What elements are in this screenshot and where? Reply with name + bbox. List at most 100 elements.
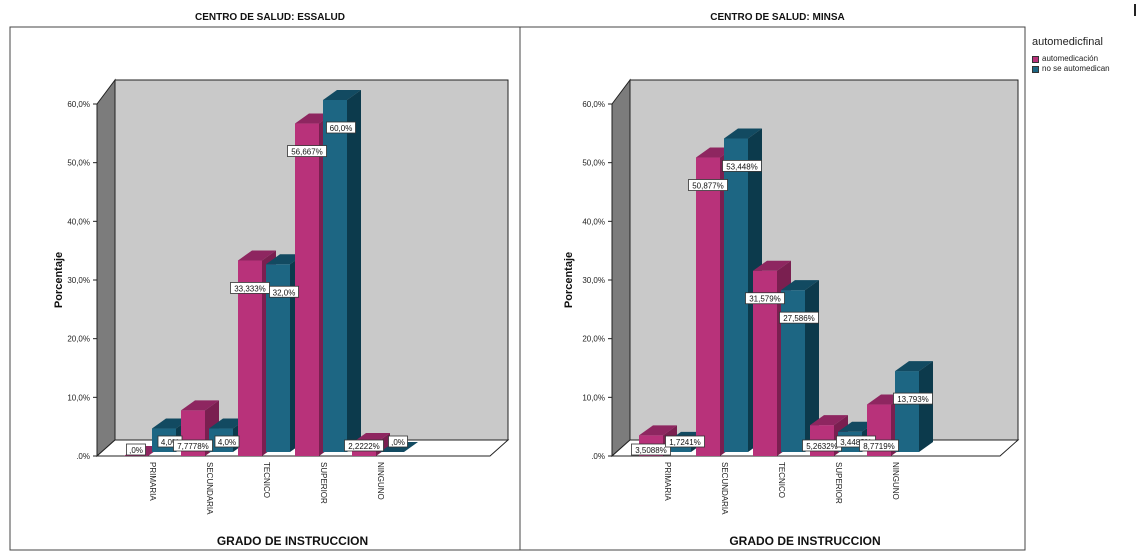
- data-label-box: [269, 285, 299, 298]
- legend-swatch-autom: [1032, 55, 1039, 63]
- data-label-text: 33,333%: [234, 284, 266, 293]
- bar-top: [152, 418, 190, 429]
- data-label-text: 4,0%: [218, 438, 236, 447]
- data-label-box: [665, 435, 705, 448]
- x-tick-label: SUPERIOR: [834, 462, 843, 504]
- data-label-box: [214, 435, 240, 448]
- chart-title: CENTRO DE SALUD: ESSALUD: [195, 12, 345, 23]
- y-tick-label: 60,0%: [582, 100, 605, 109]
- corner-mark: [1134, 4, 1136, 16]
- data-label-text: 13,793%: [897, 395, 929, 404]
- data-label-text: 31,579%: [749, 295, 781, 304]
- plot-back-wall: [629, 79, 1019, 441]
- bar-nose-3: [323, 90, 361, 452]
- y-axis-label: Porcentaje: [53, 252, 65, 308]
- x-axis-label: GRADO DE INSTRUCCION: [217, 534, 368, 548]
- data-label: 8,7719%: [859, 439, 899, 452]
- chart-panel-0: CENTRO DE SALUD: ESSALUD .0% 10,0% 20,0% 30,…: [9, 12, 521, 551]
- y-tick-label: .0%: [591, 452, 605, 461]
- chart-panel-1: CENTRO DE SALUD: MINSA .0% 10,0% 20,0% 30,0%…: [519, 12, 1026, 551]
- bar-side: [919, 361, 933, 452]
- bar-top: [323, 90, 361, 100]
- data-label-box: [126, 443, 146, 456]
- data-label-box: [859, 439, 899, 452]
- bar-front: [724, 138, 748, 452]
- x-tick-label: NINGUNO: [891, 462, 900, 500]
- bar-top: [209, 418, 247, 429]
- y-tick-label: .0%: [76, 452, 90, 461]
- chart-title: CENTRO DE SALUD: MINSA: [710, 12, 844, 23]
- bar-top: [895, 361, 933, 372]
- data-label: 13,793%: [893, 392, 933, 405]
- data-label-box: [344, 439, 384, 452]
- x-tick-label: TECNICO: [777, 462, 786, 498]
- data-label: 4,0%: [214, 435, 240, 448]
- y-tick-label: 60,0%: [67, 100, 90, 109]
- data-label: 33,333%: [230, 282, 270, 294]
- data-label: 32,0%: [269, 285, 299, 298]
- data-label-text: 3,5088%: [635, 446, 667, 455]
- data-label-box: [173, 439, 213, 452]
- data-label-box: [893, 392, 933, 405]
- x-tick-label: SECUNDARIA: [720, 462, 729, 515]
- y-tick-label: 50,0%: [67, 159, 90, 168]
- data-label: 2,2222%: [344, 439, 384, 452]
- data-label: 50,877%: [688, 179, 728, 191]
- data-label-text: 1,7241%: [669, 438, 701, 447]
- x-tick-label: PRIMARIA: [148, 462, 157, 501]
- data-label: 3,5088%: [631, 443, 671, 456]
- data-label-box: [722, 160, 762, 172]
- x-tick-label: SUPERIOR: [319, 462, 328, 504]
- data-label-box: [326, 121, 356, 134]
- data-label-text: 60,0%: [330, 124, 353, 133]
- data-label-text: 50,877%: [692, 182, 724, 191]
- x-tick-label: PRIMARIA: [663, 462, 672, 501]
- data-label: 5,2632%: [802, 439, 842, 452]
- data-label-text: 4,0%: [161, 438, 179, 447]
- panel-frame: [519, 26, 1026, 551]
- bar-top: [639, 425, 677, 436]
- plot-side-wall: [611, 78, 631, 458]
- legend-swatch-nose: [1032, 65, 1039, 73]
- data-label-box: [631, 443, 671, 456]
- y-axis-label: Porcentaje: [563, 252, 575, 308]
- legend-item-autom: automedicación: [1032, 54, 1138, 64]
- data-label-box: [287, 145, 327, 157]
- legend: automedicfinal automedicación no se auto…: [1032, 36, 1138, 74]
- bar-top: [238, 250, 276, 261]
- data-label-text: 2,2222%: [348, 442, 380, 451]
- data-label: 56,667%: [287, 145, 327, 157]
- data-label: 53,448%: [722, 160, 762, 172]
- x-axis-label: GRADO DE INSTRUCCION: [729, 534, 880, 548]
- bar-side: [347, 90, 361, 452]
- data-label-text: 56,667%: [291, 148, 323, 157]
- bar-front: [696, 157, 720, 456]
- data-label: 1,7241%: [665, 435, 705, 448]
- data-label-text: 3,4483%: [840, 438, 872, 447]
- bar-top: [753, 260, 791, 271]
- data-label: 7,7778%: [173, 439, 213, 452]
- data-label-text: 53,448%: [726, 162, 758, 171]
- bar-front: [323, 100, 347, 452]
- y-tick-label: 10,0%: [582, 393, 605, 402]
- bar-top: [724, 128, 762, 139]
- plot-side-wall: [96, 78, 116, 458]
- y-tick-label: 30,0%: [582, 276, 605, 285]
- data-label-box: [779, 311, 819, 324]
- legend-label-autom: automedicación: [1042, 54, 1099, 63]
- legend-label-nose: no se automedican: [1042, 64, 1110, 73]
- data-label-box: [745, 292, 785, 305]
- bar-front: [295, 123, 319, 457]
- bar-nose-4: [895, 361, 933, 452]
- bar-top: [781, 280, 819, 291]
- data-label-text: 5,2632%: [806, 442, 838, 451]
- bar-top: [838, 421, 876, 432]
- legend-title: automedicfinal: [1032, 36, 1103, 48]
- data-label-text: 8,7719%: [863, 442, 895, 451]
- y-tick-label: 30,0%: [67, 276, 90, 285]
- x-tick-label: NINGUNO: [376, 462, 385, 500]
- y-tick-label: 50,0%: [582, 159, 605, 168]
- data-label: 31,579%: [745, 292, 785, 305]
- bar-top: [181, 400, 219, 411]
